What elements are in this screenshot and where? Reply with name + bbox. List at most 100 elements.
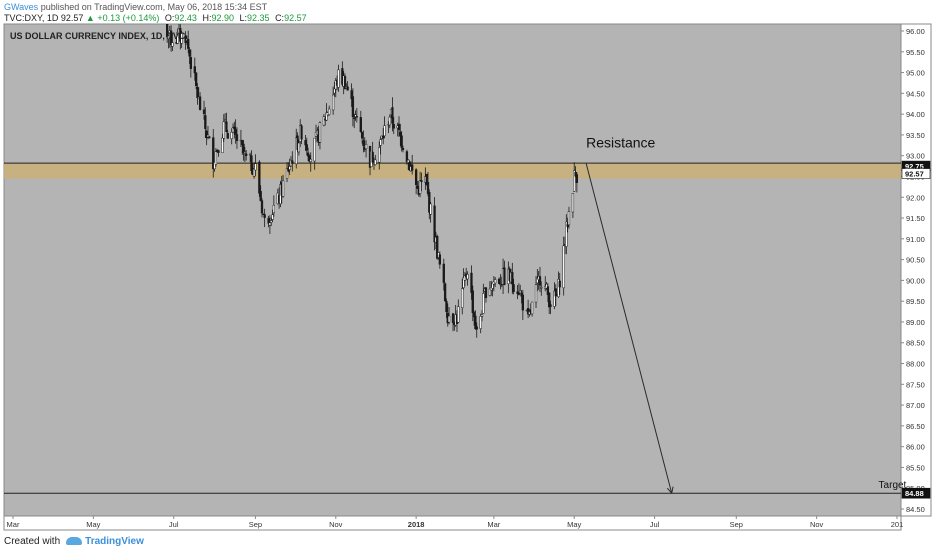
y-tick-label: 89.50 xyxy=(906,297,925,306)
tradingview-brand: TradingView xyxy=(85,535,144,547)
y-tick-label: 92.00 xyxy=(906,193,925,202)
candle-body xyxy=(538,276,542,286)
candle-body xyxy=(196,86,199,98)
candle-body xyxy=(480,314,484,317)
candle-body xyxy=(411,164,414,171)
candle-body xyxy=(466,274,469,280)
x-tick-label: 2018 xyxy=(408,520,425,529)
projection-arrow[interactable] xyxy=(585,163,672,493)
candle-body xyxy=(490,287,493,291)
y-tick-label: 96.00 xyxy=(906,27,925,36)
candle-body xyxy=(296,135,299,150)
candle-body xyxy=(461,288,464,309)
x-tick-label: Jul xyxy=(169,520,179,529)
candle-body xyxy=(511,272,514,285)
x-tick-label: May xyxy=(567,520,581,529)
candle-body xyxy=(267,217,270,224)
candle-body xyxy=(351,96,355,117)
candle-body xyxy=(484,287,488,299)
candle-body xyxy=(374,159,377,165)
resistance-label: Resistance xyxy=(586,134,655,150)
candle-body xyxy=(554,288,557,297)
candle-body xyxy=(254,163,257,171)
candle-body xyxy=(235,134,239,141)
candle-body xyxy=(162,10,164,16)
candle-body xyxy=(557,279,560,298)
candle-body xyxy=(263,214,266,218)
created-with-label: Created with xyxy=(4,535,61,547)
candle-body xyxy=(161,10,163,18)
y-tick-label: 91.00 xyxy=(906,235,925,244)
x-tick-label: 201 xyxy=(891,520,904,529)
footer: Created with TradingView xyxy=(4,533,144,549)
close-label: C: xyxy=(275,13,285,23)
x-tick-label: Sep xyxy=(249,520,262,529)
candle-body xyxy=(472,312,476,318)
close-value: 92.57 xyxy=(284,13,307,23)
candle-body xyxy=(318,122,322,143)
open-value: 92.43 xyxy=(174,13,197,23)
candle-body xyxy=(445,300,448,313)
y-tick-label: 93.50 xyxy=(906,131,925,140)
plot-area[interactable] xyxy=(3,23,902,517)
candle-body xyxy=(281,180,285,197)
candle-body xyxy=(221,137,224,153)
candle-body xyxy=(567,211,571,226)
resistance-zone[interactable] xyxy=(4,163,901,179)
candle-body xyxy=(360,132,364,139)
candle-body xyxy=(180,33,183,44)
candle-body xyxy=(308,155,311,162)
publish-info: published on TradingView.com, May 06, 20… xyxy=(40,2,268,12)
candle-body xyxy=(160,11,162,19)
candle-body xyxy=(443,283,447,301)
candle-body xyxy=(512,284,515,292)
price-tag-box xyxy=(901,168,931,179)
candle-body xyxy=(388,116,391,126)
candle-body xyxy=(497,278,501,284)
candle-body xyxy=(425,173,428,185)
x-tick-label: Nov xyxy=(810,520,824,529)
candle-body xyxy=(575,174,579,183)
candle-body xyxy=(418,180,422,194)
candle-body xyxy=(399,131,402,136)
candle-body xyxy=(534,284,538,303)
candle-body xyxy=(355,116,359,118)
candle-body xyxy=(270,220,273,223)
candle-body xyxy=(304,140,307,146)
candle-body xyxy=(325,112,328,121)
candle-body xyxy=(503,267,506,285)
candle-body xyxy=(242,143,245,154)
candle-body xyxy=(259,191,262,201)
y-tick-label: 85.50 xyxy=(906,463,925,472)
ohlc-header: TVC:DXY, 1D 92.57 ▲ +0.13 (+0.14%) O:92.… xyxy=(4,13,307,23)
candle-body xyxy=(379,139,382,146)
candle-body xyxy=(553,290,556,307)
tradingview-logo[interactable]: TradingView xyxy=(66,536,144,547)
x-tick-label: Nov xyxy=(329,520,343,529)
y-tick-label: 94.50 xyxy=(906,89,925,98)
candle-body xyxy=(359,117,362,132)
candle-body xyxy=(354,114,357,118)
candle-body xyxy=(482,293,485,314)
candle-body xyxy=(408,161,411,171)
y-tick-label: 93.00 xyxy=(906,152,925,161)
y-tick-label: 91.50 xyxy=(906,214,925,223)
x-tick-label: Jul xyxy=(650,520,660,529)
price-axis[interactable] xyxy=(900,23,932,517)
candle-body xyxy=(371,151,374,163)
candle-body xyxy=(457,306,460,323)
author-link[interactable]: GWaves xyxy=(4,2,39,12)
candle-body xyxy=(258,161,261,194)
price-change: ▲ +0.13 (+0.14%) xyxy=(85,13,160,23)
candle-body xyxy=(562,245,565,289)
candle-body xyxy=(433,205,436,243)
candle-body xyxy=(574,172,577,177)
candle-body xyxy=(233,126,236,130)
tradingview-cloud-icon xyxy=(66,537,83,545)
candle-body xyxy=(202,109,206,114)
time-axis[interactable] xyxy=(3,515,902,531)
candle-body xyxy=(540,287,543,289)
candle-body xyxy=(378,147,381,163)
candle-body xyxy=(416,185,419,189)
